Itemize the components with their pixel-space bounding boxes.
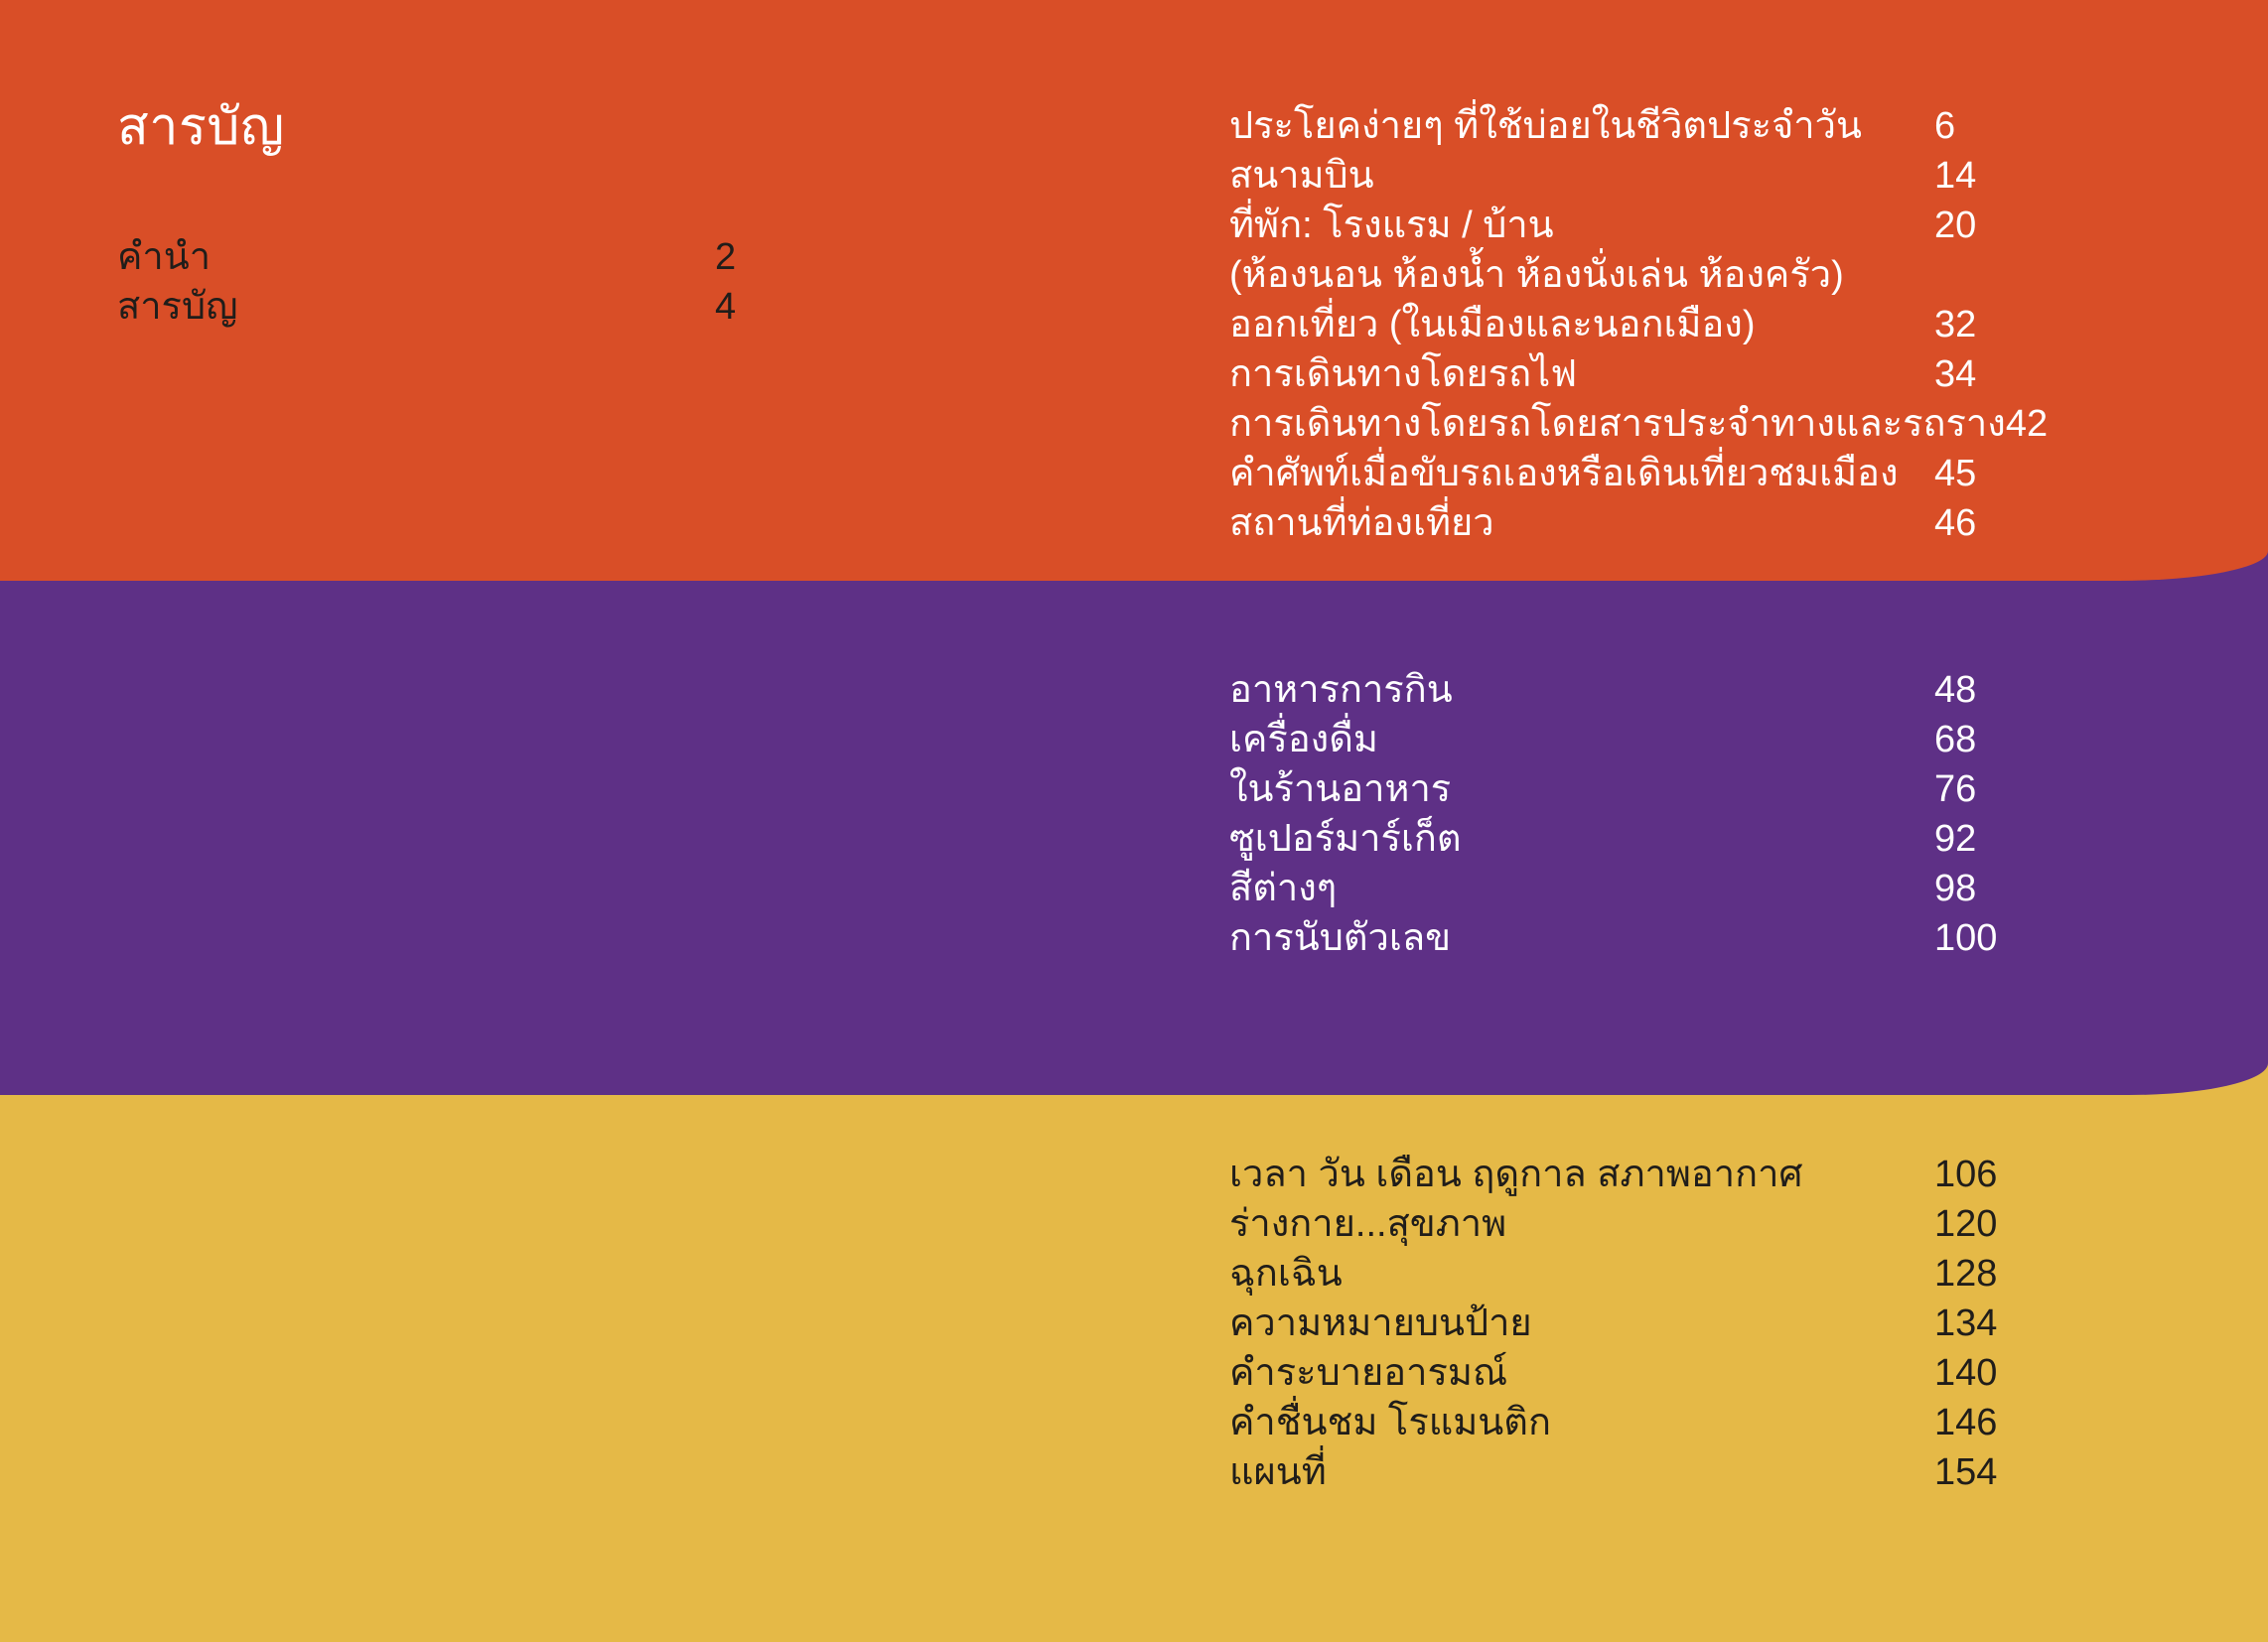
toc-entry-page: 34 [1934, 353, 1977, 395]
toc-entry: สารบัญ 4 [117, 282, 872, 332]
toc-entry-page: 128 [1934, 1253, 1998, 1295]
toc-entry-label: ซูเปอร์มาร์เก็ต [1229, 818, 1462, 860]
toc-entry-page: 48 [1934, 669, 1977, 711]
toc-entry: ออกเที่ยว (ในเมืองและนอกเมือง) 32 [1229, 300, 2083, 349]
toc-entry-page: 146 [1934, 1402, 1998, 1443]
section-band-purple [0, 551, 2268, 1095]
toc-entry-label: คำชื่นชม โรแมนติก [1229, 1402, 1551, 1443]
toc-entry: แผนที่ 154 [1229, 1447, 2083, 1497]
toc-entry-label: คำนำ [117, 236, 212, 278]
toc-entry: ในร้านอาหาร 76 [1229, 764, 2083, 814]
toc-entry-label: เครื่องดื่ม [1229, 719, 1378, 760]
toc-entry-label: การเดินทางโดยรถไฟ [1229, 353, 1578, 395]
toc-entry-label: เวลา วัน เดือน ฤดูกาล สภาพอากาศ [1229, 1154, 1803, 1195]
toc-entry-label: แผนที่ [1229, 1451, 1327, 1493]
toc-entry-page: 14 [1934, 155, 1977, 197]
toc-entry-label: อาหารการกิน [1229, 669, 1453, 711]
toc-entry: การเดินทางโดยรถโดยสารประจำทางและรถราง 42 [1229, 399, 2083, 449]
toc-entry: ฉุกเฉิน 128 [1229, 1249, 2083, 1299]
toc-entry-page: 106 [1934, 1154, 1998, 1195]
toc-entry: สีต่างๆ 98 [1229, 864, 2083, 913]
toc-list-purple: อาหารการกิน 48 เครื่องดื่ม 68 ในร้านอาหา… [1229, 665, 2083, 963]
toc-entry-label: (ห้องนอน ห้องน้ำ ห้องนั่งเล่น ห้องครัว) [1229, 254, 1844, 296]
toc-entry-label: ฉุกเฉิน [1229, 1253, 1343, 1295]
toc-entry-page: 4 [715, 286, 737, 328]
toc-entry-page: 120 [1934, 1203, 1998, 1245]
toc-entry-label: คำศัพท์เมื่อขับรถเองหรือเดินเที่ยวชมเมือ… [1229, 453, 1899, 494]
toc-entry-page: 76 [1934, 768, 1977, 810]
toc-entry-label: ความหมายบนป้าย [1229, 1302, 1532, 1344]
toc-entry-page: 6 [1934, 105, 1956, 147]
toc-entry: สนามบิน 14 [1229, 151, 2083, 201]
toc-entry-label: ที่พัก: โรงแรม / บ้าน [1229, 205, 1554, 246]
toc-entry-label: สนามบิน [1229, 155, 1374, 197]
toc-entry-label: สารบัญ [117, 286, 238, 328]
toc-entry-page: 154 [1934, 1451, 1998, 1493]
toc-entry-page: 2 [715, 236, 737, 278]
toc-list-orange: ประโยคง่ายๆ ที่ใช้บ่อยในชีวิตประจำวัน 6 … [1229, 101, 2083, 548]
toc-entry-label: การนับตัวเลข [1229, 917, 1452, 959]
toc-entry: ความหมายบนป้าย 134 [1229, 1299, 2083, 1348]
toc-entry: ที่พัก: โรงแรม / บ้าน 20 [1229, 201, 2083, 250]
toc-entry-page: 98 [1934, 868, 1977, 909]
toc-entry-label: สีต่างๆ [1229, 868, 1338, 909]
toc-entry-page: 134 [1934, 1302, 1998, 1344]
toc-entry-label: ประโยคง่ายๆ ที่ใช้บ่อยในชีวิตประจำวัน [1229, 105, 1862, 147]
toc-entry: การเดินทางโดยรถไฟ 34 [1229, 349, 2083, 399]
toc-entry: คำศัพท์เมื่อขับรถเองหรือเดินเที่ยวชมเมือ… [1229, 449, 2083, 498]
section-band-orange [0, 0, 2268, 581]
toc-entry: การนับตัวเลข 100 [1229, 913, 2083, 963]
toc-entry: อาหารการกิน 48 [1229, 665, 2083, 715]
toc-entry: (ห้องนอน ห้องน้ำ ห้องนั่งเล่น ห้องครัว) [1229, 250, 2083, 300]
toc-entry-page: 45 [1934, 453, 1977, 494]
toc-entry-page: 42 [2005, 403, 2049, 445]
toc-entry: ซูเปอร์มาร์เก็ต 92 [1229, 814, 2083, 864]
toc-entry-page: 100 [1934, 917, 1998, 959]
toc-entry: คำนำ 2 [117, 232, 872, 282]
toc-entry-label: การเดินทางโดยรถโดยสารประจำทางและรถราง [1229, 403, 2006, 445]
toc-entry-label: สถานที่ท่องเที่ยว [1229, 502, 1494, 544]
page-title: สารบัญ [117, 98, 285, 156]
toc-entry: ร่างกาย...สุขภาพ 120 [1229, 1199, 2083, 1249]
toc-entry: เครื่องดื่ม 68 [1229, 715, 2083, 764]
toc-entry-page: 32 [1934, 304, 1977, 345]
toc-entry-label: คำระบายอารมณ์ [1229, 1352, 1508, 1394]
toc-entry: ประโยคง่ายๆ ที่ใช้บ่อยในชีวิตประจำวัน 6 [1229, 101, 2083, 151]
toc-entry-page: 68 [1934, 719, 1977, 760]
toc-entry-label: ในร้านอาหาร [1229, 768, 1452, 810]
toc-entry-label: ร่างกาย...สุขภาพ [1229, 1203, 1507, 1245]
toc-entry-page: 46 [1934, 502, 1977, 544]
toc-entry: คำชื่นชม โรแมนติก 146 [1229, 1398, 2083, 1447]
toc-entry: คำระบายอารมณ์ 140 [1229, 1348, 2083, 1398]
toc-entry-page: 92 [1934, 818, 1977, 860]
section-band-yellow [0, 1062, 2268, 1642]
toc-entry: เวลา วัน เดือน ฤดูกาล สภาพอากาศ 106 [1229, 1150, 2083, 1199]
toc-entry: สถานที่ท่องเที่ยว 46 [1229, 498, 2083, 548]
toc-entry-page: 140 [1934, 1352, 1998, 1394]
front-matter-list: คำนำ 2 สารบัญ 4 [117, 232, 872, 332]
toc-entry-label: ออกเที่ยว (ในเมืองและนอกเมือง) [1229, 304, 1756, 345]
toc-list-yellow: เวลา วัน เดือน ฤดูกาล สภาพอากาศ 106 ร่าง… [1229, 1150, 2083, 1497]
toc-entry-page: 20 [1934, 205, 1977, 246]
